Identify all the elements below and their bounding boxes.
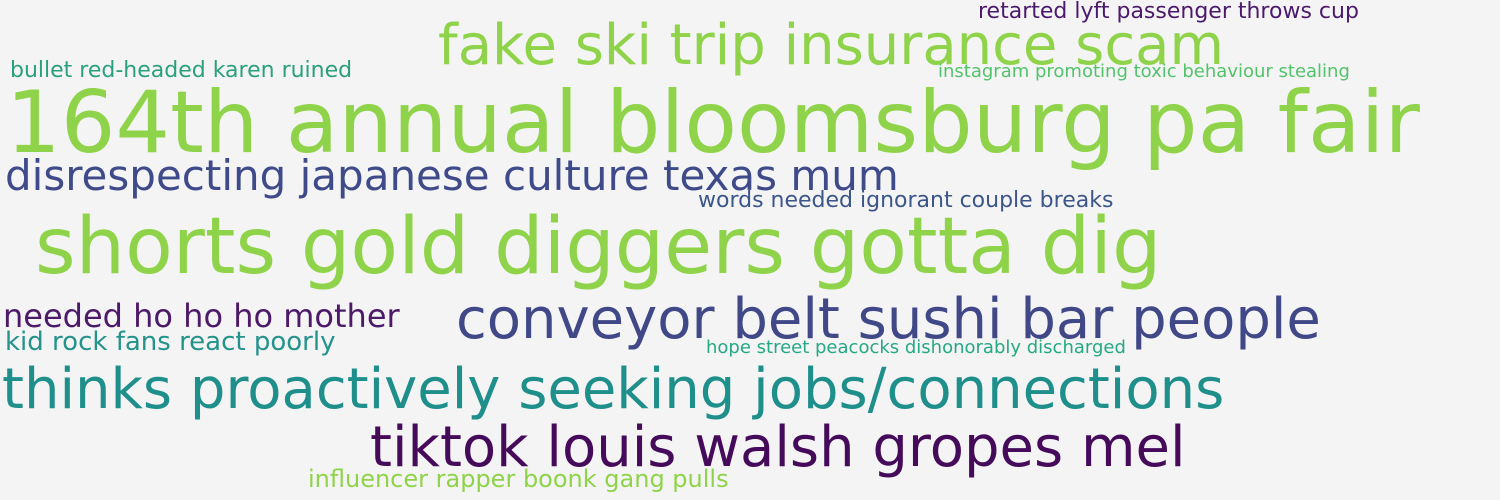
phrase-conveyor-belt: conveyor belt sushi bar people [456, 287, 1321, 352]
phrase-tiktok-louis-walsh: tiktok louis walsh gropes mel [370, 415, 1186, 480]
phrase-thinks-proactively: thinks proactively seeking jobs/connecti… [2, 357, 1225, 422]
phrase-fake-ski-trip: fake ski trip insurance scam [438, 13, 1224, 78]
phrase-influencer-rapper: influencer rapper boonk gang pulls [308, 465, 729, 493]
phrase-bullet-red-headed: bullet red-headed karen ruined [10, 58, 353, 83]
phrase-shorts-gold-diggers: shorts gold diggers gotta dig [35, 202, 1162, 292]
phrase-hope-street-peacocks: hope street peacocks dishonorably discha… [706, 337, 1126, 358]
phrase-bloomsburg-fair: 164th annual bloomsburg pa fair [6, 73, 1420, 173]
phrase-instagram-promoting: instagram promoting toxic behaviour stea… [938, 61, 1350, 82]
phrase-needed-ho-ho-ho: needed ho ho ho mother [3, 297, 400, 335]
phrase-kid-rock-fans: kid rock fans react poorly [5, 327, 336, 357]
phrase-words-needed: words needed ignorant couple breaks [698, 188, 1114, 213]
phrase-retarted-lyft: retarted lyft passenger throws cup [978, 0, 1359, 24]
phrase-disrespecting-japanese: disrespecting japanese culture texas mum [5, 151, 899, 200]
